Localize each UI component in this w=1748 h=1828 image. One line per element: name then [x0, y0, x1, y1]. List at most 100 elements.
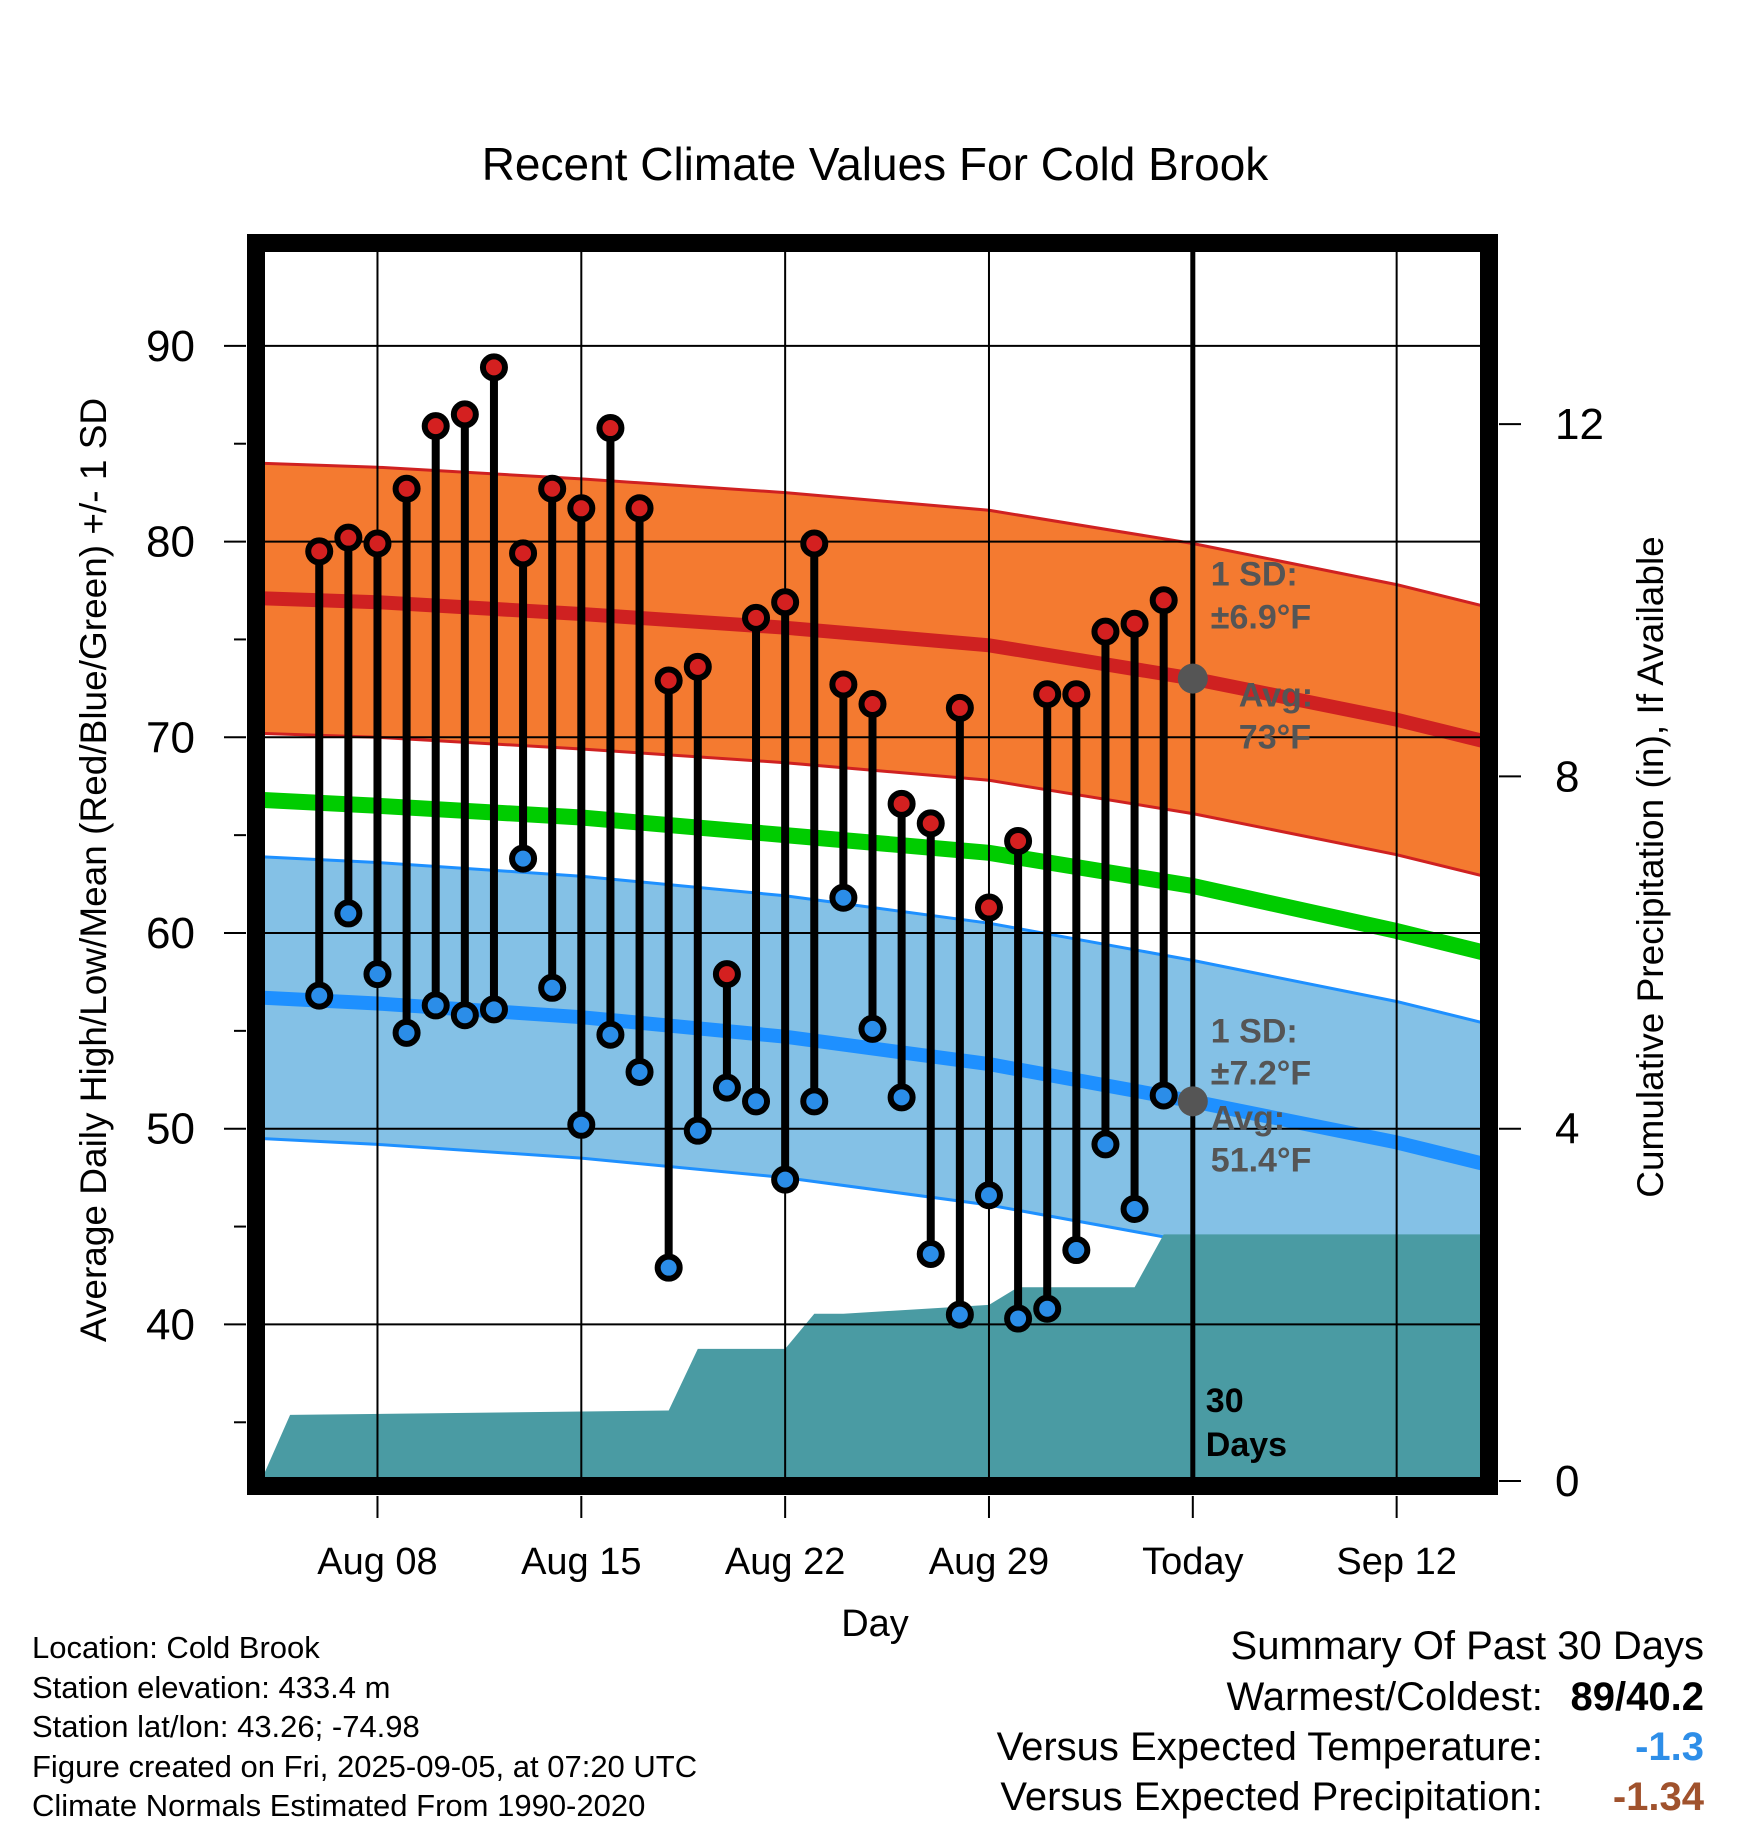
daily-low-point	[916, 1239, 945, 1268]
summary-precip: Versus Expected Precipitation: -1.34	[997, 1772, 1704, 1822]
temp-label: Versus Expected Temperature:	[996, 1725, 1543, 1769]
daily-high-point	[771, 588, 800, 617]
x-tick-label: Sep 12	[1336, 1541, 1456, 1583]
daily-low-point	[334, 899, 363, 928]
temp-value: -1.3	[1635, 1725, 1704, 1769]
daily-low-point	[800, 1087, 829, 1116]
low-avg-label: Avg:	[1211, 1099, 1285, 1137]
daily-low-point	[596, 1020, 625, 1049]
daily-low-point	[1091, 1130, 1120, 1159]
daily-high-point	[334, 523, 363, 552]
normal-mean-line	[261, 791, 1484, 961]
daily-low-point	[654, 1253, 683, 1282]
daily-low-point	[712, 1073, 741, 1102]
high-avg-label: Avg:	[1239, 677, 1313, 715]
daily-high-point	[654, 666, 683, 695]
summary-warm-cold: Warmest/Coldest: 89/40.2	[997, 1672, 1705, 1722]
y-tick-label: 50	[146, 1105, 195, 1154]
daily-low-point	[683, 1116, 712, 1145]
precip-area	[261, 1234, 1484, 1481]
high-sd-value: ±6.9°F	[1211, 599, 1311, 637]
daily-high-point	[800, 529, 829, 558]
x-axis-label: Day	[841, 1603, 909, 1645]
x-tick-label: Aug 22	[725, 1541, 845, 1583]
daily-low-point	[974, 1181, 1003, 1210]
y2-tick-label: 0	[1555, 1457, 1579, 1506]
warm-cold-value: 89/40.2	[1570, 1675, 1704, 1719]
daily-high-point	[509, 539, 538, 568]
y2-axis-label: Cumulative Precipitation (in), If Availa…	[1630, 536, 1671, 1198]
daily-low-point	[305, 981, 334, 1010]
normal-high-line	[261, 591, 1484, 748]
low-sd-value: ±7.2°F	[1211, 1054, 1311, 1092]
precip-value: -1.34	[1612, 1775, 1704, 1819]
daily-high-point	[742, 603, 771, 632]
y-tick-label: 70	[146, 713, 195, 762]
daily-high-point	[363, 529, 392, 558]
daily-low-point	[538, 973, 567, 1002]
period-number: 30	[1206, 1382, 1244, 1420]
precip-label: Versus Expected Precipitation:	[1000, 1775, 1543, 1819]
y-tick-label: 40	[146, 1300, 195, 1349]
x-tick-label: Aug 08	[317, 1541, 437, 1583]
y-axis-label: Average Daily High/Low/Mean (Red/Blue/Gr…	[73, 398, 114, 1342]
x-tick-label: Today	[1142, 1541, 1243, 1583]
today-avg-low-marker	[1177, 1086, 1208, 1117]
daily-low-point	[771, 1165, 800, 1194]
y2-tick-label: 12	[1555, 400, 1604, 449]
station-info: Location: Cold Brook Station elevation: …	[32, 1628, 697, 1826]
daily-high-point	[829, 670, 858, 699]
summary-temp: Versus Expected Temperature: -1.3	[997, 1722, 1704, 1772]
daily-high-point	[887, 789, 916, 818]
daily-low-point	[1062, 1236, 1091, 1265]
daily-high-point	[1149, 586, 1178, 615]
daily-high-point	[305, 537, 334, 566]
y-tick-label: 90	[146, 322, 195, 371]
warm-cold-label: Warmest/Coldest:	[1226, 1675, 1543, 1719]
daily-high-point	[625, 494, 654, 523]
chart-title: Recent Climate Values For Cold Brook	[482, 138, 1270, 190]
daily-high-point	[1062, 680, 1091, 709]
daily-high-point	[479, 353, 508, 382]
x-tick-label: Aug 15	[521, 1541, 641, 1583]
plot-frame	[247, 234, 1498, 1495]
daily-high-point	[1004, 827, 1033, 856]
high-avg-value: 73°F	[1239, 719, 1311, 757]
latlon-text: Station lat/lon: 43.26; -74.98	[32, 1709, 420, 1744]
daily-high-point	[916, 809, 945, 838]
daily-low-point	[945, 1300, 974, 1329]
daily-low-point	[567, 1110, 596, 1139]
summary-panel: Summary Of Past 30 Days Warmest/Coldest:…	[997, 1620, 1704, 1822]
daily-high-point	[450, 400, 479, 429]
daily-low-point	[1120, 1194, 1149, 1223]
daily-high-point	[1091, 617, 1120, 646]
daily-low-point	[479, 995, 508, 1024]
x-tick-label: Aug 29	[929, 1541, 1049, 1583]
daily-low-point	[625, 1057, 654, 1086]
plot-area	[261, 461, 1484, 1481]
daily-high-point	[712, 960, 741, 989]
y2-tick-label: 8	[1555, 752, 1579, 801]
daily-high-point	[974, 893, 1003, 922]
daily-low-point	[1033, 1294, 1062, 1323]
axes: 1 SD: ±6.9°F Avg: 73°F 1 SD: ±7.2°F Avg: 51.4°F…	[146, 234, 1604, 1583]
daily-low-point	[421, 991, 450, 1020]
low-avg-value: 51.4°F	[1211, 1141, 1312, 1179]
y2-tick-label: 4	[1555, 1105, 1579, 1154]
daily-high-point	[858, 690, 887, 719]
y-tick-label: 60	[146, 909, 195, 958]
daily-low-point	[1004, 1304, 1033, 1333]
daily-low-point	[509, 844, 538, 873]
normal-low-line	[261, 990, 1484, 1171]
daily-low-point	[1149, 1081, 1178, 1110]
high-sd-lower-edge	[261, 731, 1484, 878]
y-tick-label: 80	[146, 518, 195, 567]
low-sd-label: 1 SD:	[1211, 1012, 1298, 1050]
daily-low-point	[363, 960, 392, 989]
daily-low-point	[887, 1083, 916, 1112]
elevation-text: Station elevation: 433.4 m	[32, 1669, 391, 1705]
normals-text: Climate Normals Estimated From 1990-2020	[32, 1788, 646, 1823]
period-unit: Days	[1206, 1426, 1287, 1464]
daily-low-point	[450, 1001, 479, 1030]
